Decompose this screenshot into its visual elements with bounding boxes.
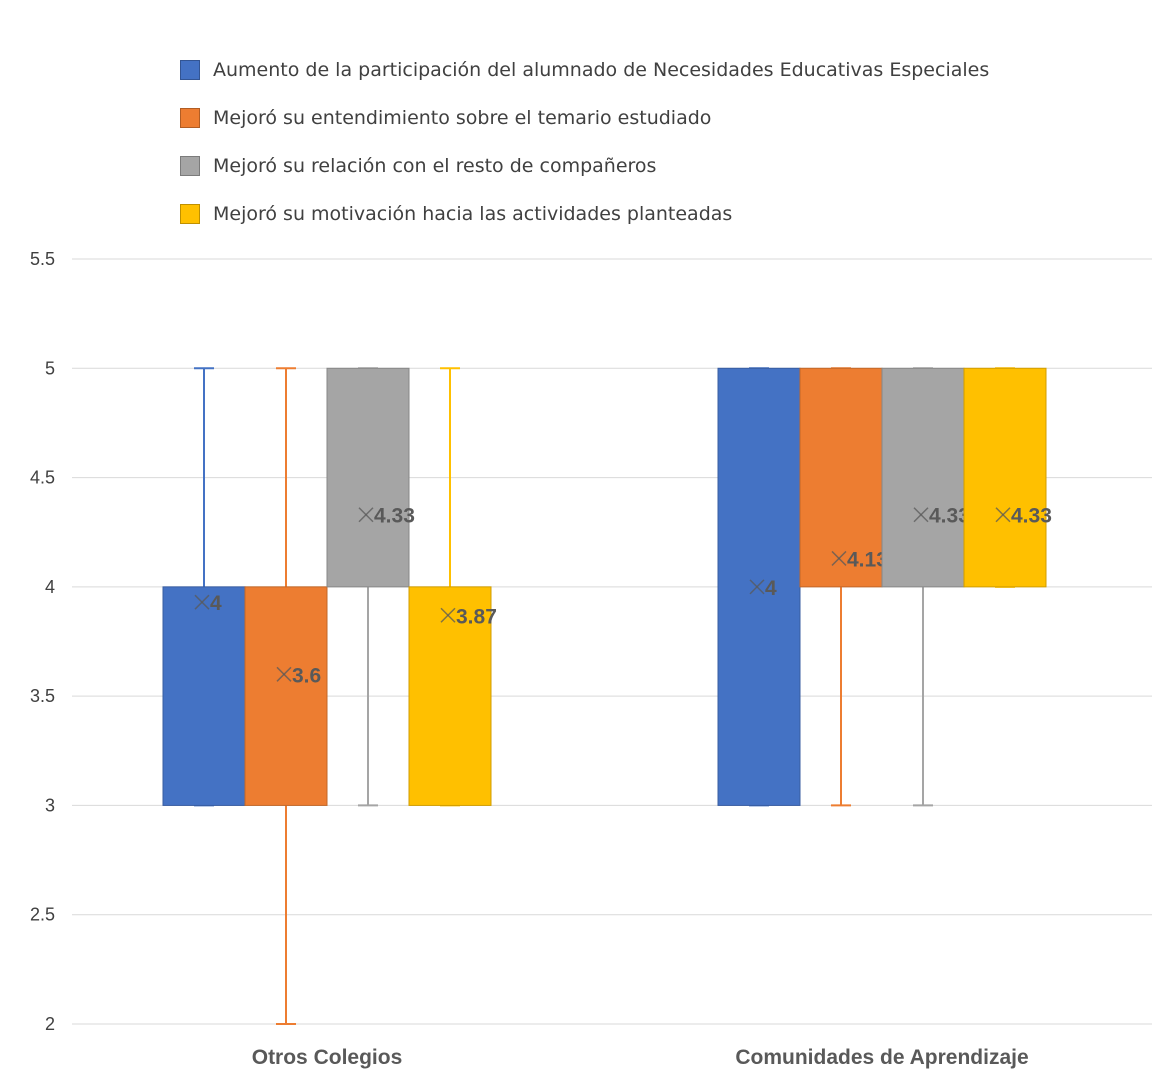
legend-swatch [180,108,200,128]
box[interactable] [717,367,801,806]
box[interactable] [963,367,1047,588]
legend-label: Mejoró su entendimiento sobre el temario… [213,107,712,129]
mean-label: 4.13 [847,548,888,571]
mean-marker [440,607,456,623]
mean-label: 4 [765,577,777,600]
box[interactable] [162,586,246,806]
box[interactable] [244,586,328,806]
mean-label: 4.33 [929,505,970,528]
mean-label: 4.33 [374,505,415,528]
legend-item[interactable]: Mejoró su entendimiento sobre el temario… [180,94,989,142]
legend-swatch [180,60,200,80]
y-tick-label: 5.5 [30,249,55,269]
category-label: Otros Colegios [252,1046,403,1069]
mean-label: 4 [210,592,222,615]
legend-label: Mejoró su relación con el resto de compa… [213,155,657,177]
y-tick-label: 2 [45,1014,55,1034]
mean-marker [749,579,765,595]
box[interactable] [799,367,883,588]
legend-swatch [180,204,200,224]
legend-swatch [180,156,200,176]
y-tick-label: 5 [45,358,55,378]
y-tick-label: 3 [45,795,55,815]
mean-label: 3.6 [292,664,321,687]
legend-item[interactable]: Mejoró su relación con el resto de compa… [180,142,989,190]
legend: Aumento de la participación del alumnado… [180,46,989,238]
mean-marker [276,666,292,682]
legend-label: Mejoró su motivación hacia las actividad… [213,203,733,225]
mean-marker [194,594,210,610]
mean-marker [995,507,1011,523]
mean-marker [358,507,374,523]
mean-marker [831,550,847,566]
legend-label: Aumento de la participación del alumnado… [213,59,990,81]
mean-label: 3.87 [456,605,497,628]
y-tick-label: 2.5 [30,905,55,925]
mean-marker [913,507,929,523]
mean-label: 4.33 [1011,505,1052,528]
box[interactable] [881,367,965,588]
box[interactable] [326,367,410,588]
box[interactable] [408,586,492,806]
y-tick-label: 3.5 [30,686,55,706]
category-label: Comunidades de Aprendizaje [735,1046,1028,1069]
legend-item[interactable]: Mejoró su motivación hacia las actividad… [180,190,989,238]
y-tick-label: 4.5 [30,468,55,488]
legend-item[interactable]: Aumento de la participación del alumnado… [180,46,989,94]
y-tick-label: 4 [45,577,55,597]
